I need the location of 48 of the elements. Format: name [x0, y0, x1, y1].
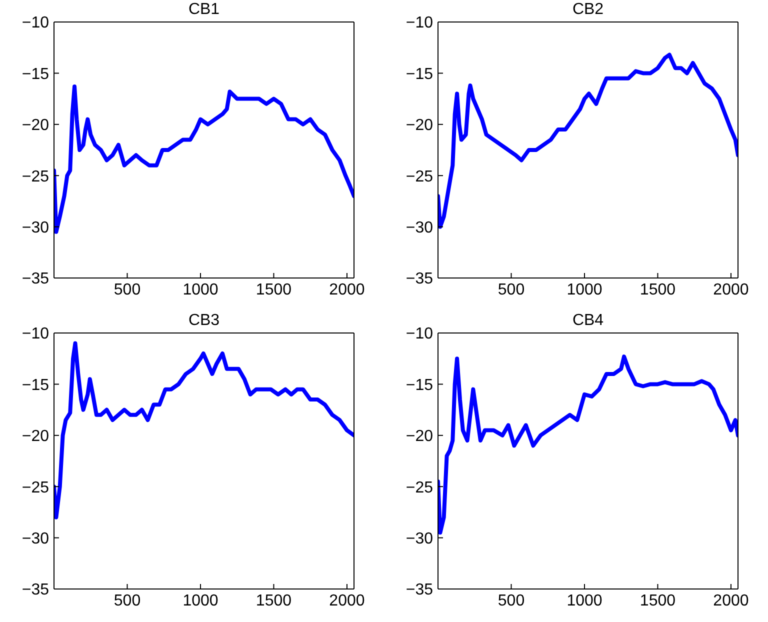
chart-title: CB2	[571, 0, 605, 20]
line-series	[438, 354, 738, 535]
chart-title: CB4	[571, 311, 605, 331]
x-tick-label: 1500	[640, 281, 676, 298]
x-tick-label: 2000	[713, 281, 749, 298]
x-tick-label: 2000	[329, 592, 365, 610]
y-tick-label: −15	[406, 376, 434, 394]
x-tick-label: 2000	[329, 281, 365, 298]
x-tick-label: 1000	[566, 281, 602, 298]
x-tick-label: 2000	[713, 592, 749, 610]
y-tick-label: −20	[406, 428, 434, 446]
x-tick-label: 500	[498, 281, 525, 298]
y-tick-label: −10	[22, 326, 50, 343]
y-tick-label: −25	[22, 479, 50, 496]
line-series	[438, 52, 738, 229]
y-tick-label: −25	[22, 168, 50, 186]
y-tick-label: −35	[22, 270, 50, 288]
y-tick-label: −25	[406, 479, 434, 496]
y-tick-label: −15	[406, 66, 434, 83]
y-tick-label: −15	[22, 376, 50, 394]
line-series	[54, 341, 354, 520]
x-tick-label: 1500	[256, 592, 292, 610]
y-tick-label: −35	[406, 270, 434, 288]
x-tick-label: 500	[114, 592, 141, 610]
line-series	[54, 84, 354, 234]
y-tick-label: −10	[22, 14, 50, 32]
x-tick-label: 1500	[640, 592, 676, 610]
x-tick-label: 1500	[256, 281, 292, 298]
y-tick-label: −20	[22, 428, 50, 446]
x-tick-label: 1000	[182, 281, 218, 298]
y-tick-label: −30	[22, 530, 50, 548]
y-tick-label: −10	[406, 14, 434, 32]
y-tick-label: −30	[22, 219, 50, 236]
y-tick-label: −35	[406, 582, 434, 599]
y-tick-label: −30	[406, 219, 434, 236]
x-tick-label: 500	[114, 281, 141, 298]
x-tick-label: 1000	[182, 592, 218, 610]
y-tick-label: −30	[406, 530, 434, 548]
chart-title: CB1	[187, 0, 221, 20]
y-tick-label: −10	[406, 326, 434, 343]
chart-title: CB3	[187, 311, 221, 331]
y-tick-label: −15	[22, 66, 50, 83]
y-tick-label: −35	[22, 582, 50, 599]
x-tick-label: 500	[498, 592, 525, 610]
x-tick-label: 1000	[566, 592, 602, 610]
y-tick-label: −25	[406, 168, 434, 186]
y-tick-label: −20	[22, 117, 50, 134]
y-tick-label: −20	[406, 117, 434, 134]
